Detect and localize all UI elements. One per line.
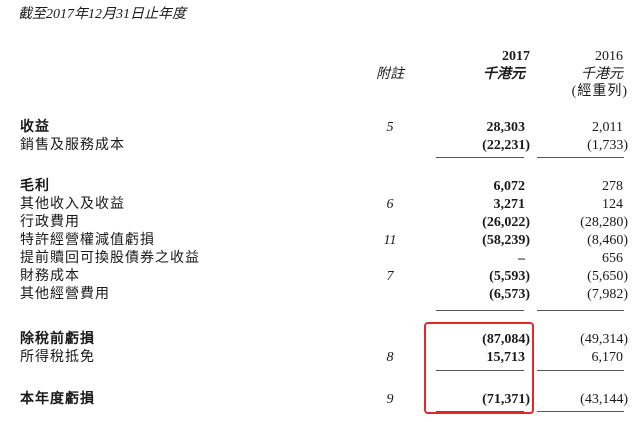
row-value-2016: 656 — [602, 251, 623, 266]
row-label: 除稅前虧損 — [20, 332, 95, 347]
row-label: 所得稅抵免 — [20, 350, 95, 365]
row-label: 提前贖回可換股債券之收益 — [20, 251, 200, 266]
row-note: 5 — [386, 120, 394, 135]
row-value-2016: 2,011 — [592, 120, 623, 135]
row-value-2017: (6,573) — [489, 287, 530, 302]
row-label: 本年度虧損 — [20, 392, 95, 407]
subtotal-underline-2017 — [436, 310, 524, 311]
row-label: 財務成本 — [20, 269, 80, 284]
row-value-2016: 6,170 — [591, 350, 624, 365]
row-value-2016: (49,314) — [580, 332, 628, 347]
row-value-2016: (1,733) — [587, 138, 628, 153]
total-underline-2017 — [436, 411, 524, 412]
row-label: 毛利 — [20, 179, 50, 194]
subtotal-underline-2016 — [537, 157, 624, 158]
unit-2016-header: 千港元 — [581, 67, 623, 82]
row-value-2016: (28,280) — [580, 215, 628, 230]
unit-2017-header: 千港元 — [483, 67, 525, 82]
row-value-2016: 278 — [602, 179, 623, 194]
row-note: 9 — [386, 392, 394, 407]
row-value-2017: – — [518, 251, 525, 266]
row-note: 8 — [386, 350, 394, 365]
total-underline-2016 — [537, 411, 624, 412]
row-note: 7 — [386, 269, 394, 284]
statement-period-title: 截至2017年12月31日止年度 — [18, 7, 186, 22]
row-value-2017: (58,239) — [482, 233, 530, 248]
row-value-2017: 28,303 — [486, 120, 526, 135]
restated-remark: (經重列) — [571, 84, 628, 99]
row-value-2016: (5,650) — [587, 269, 628, 284]
row-label: 其他收入及收益 — [20, 197, 125, 212]
highlight-box — [424, 322, 534, 414]
row-value-2016: (8,460) — [587, 233, 628, 248]
row-label: 銷售及服務成本 — [20, 138, 125, 153]
year-2016-header: 2016 — [595, 49, 623, 64]
row-label: 特許經營權減值虧損 — [20, 233, 155, 248]
row-label: 行政費用 — [20, 215, 80, 230]
row-value-2017: (26,022) — [482, 215, 530, 230]
row-value-2016: (7,982) — [587, 287, 628, 302]
row-note: 11 — [383, 233, 397, 248]
row-value-2017: (87,084) — [482, 332, 530, 347]
row-value-2017: (5,593) — [489, 269, 530, 284]
row-value-2017: (22,231) — [482, 138, 530, 153]
row-value-2016: (43,144) — [580, 392, 628, 407]
row-value-2016: 124 — [602, 197, 623, 212]
row-value-2017: 15,713 — [486, 350, 526, 365]
row-value-2017: (71,371) — [482, 392, 530, 407]
note-column-header: 附註 — [376, 67, 404, 82]
row-value-2017: 3,271 — [493, 197, 526, 212]
subtotal-underline-2016 — [537, 370, 624, 371]
subtotal-underline-2016 — [537, 310, 624, 311]
row-label: 收益 — [20, 120, 50, 135]
row-label: 其他經營費用 — [20, 287, 110, 302]
subtotal-underline-2017 — [436, 157, 524, 158]
year-2017-header: 2017 — [502, 49, 530, 64]
row-note: 6 — [386, 197, 394, 212]
row-value-2017: 6,072 — [493, 179, 526, 194]
subtotal-underline-2017 — [436, 370, 524, 371]
